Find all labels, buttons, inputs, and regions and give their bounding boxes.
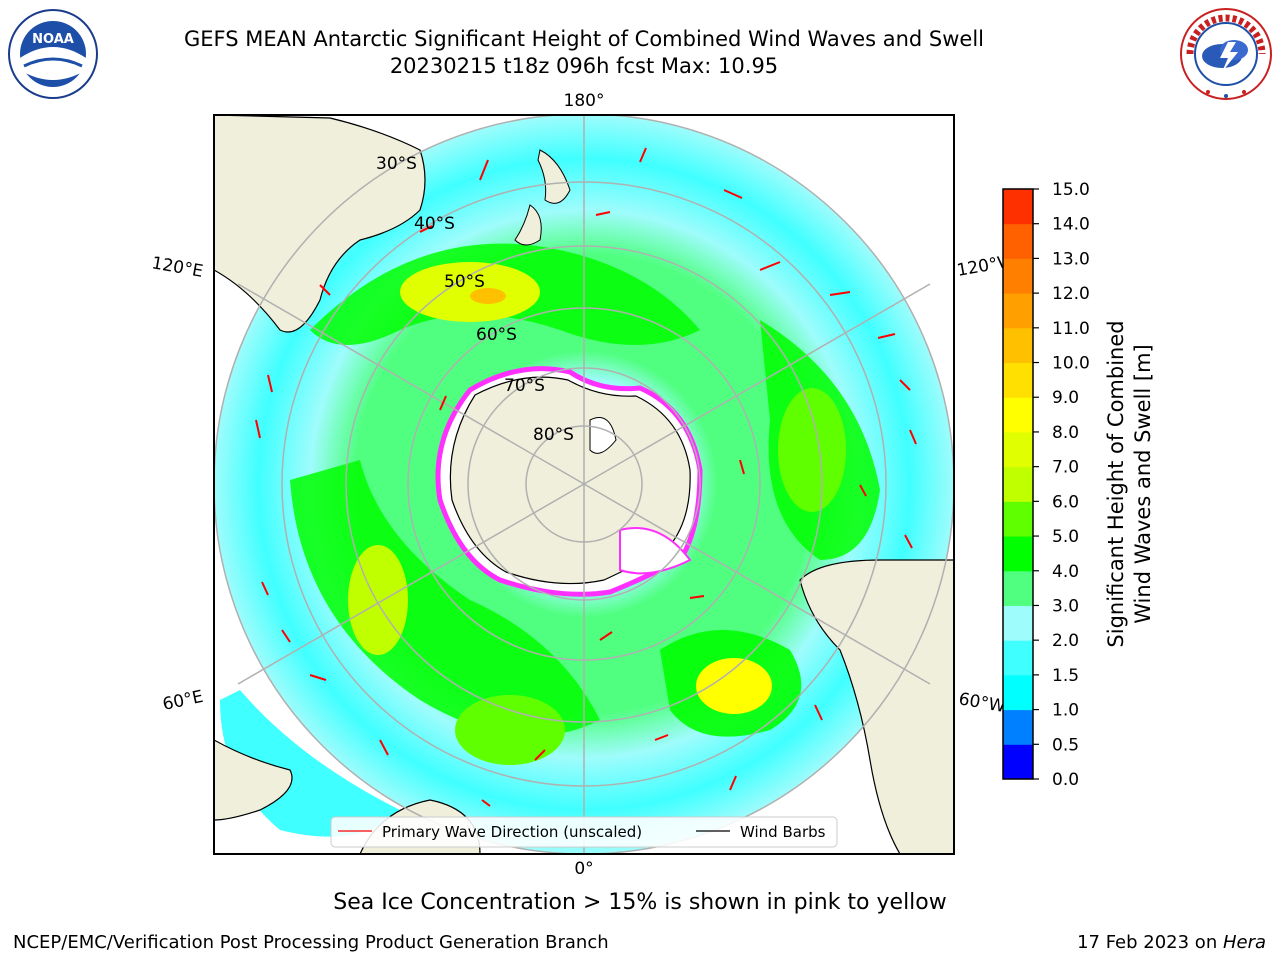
lon-label-60e: 60°E	[161, 687, 205, 715]
credit-host: Hera	[1222, 932, 1266, 953]
colorbar-segment	[1003, 362, 1033, 398]
colorbar-segment	[1003, 605, 1033, 641]
chart-subtitle: 20230215 t18z 096h fcst Max: 10.95	[389, 54, 779, 78]
colorbar-segment	[1003, 189, 1033, 225]
colorbar-tick-label: 6.0	[1052, 492, 1079, 512]
map-area	[214, 115, 954, 854]
nws-logo	[1180, 8, 1272, 100]
colorbar-tick-label: 14.0	[1052, 215, 1090, 235]
colorbar-tick-label: 8.0	[1052, 423, 1079, 443]
svg-text:Significant Height of Combined: Significant Height of Combined	[1104, 320, 1128, 647]
wave-arrows	[255, 147, 917, 807]
colorbar-segment	[1003, 466, 1033, 502]
lon-label-180: 180°	[564, 91, 605, 111]
colorbar-segment	[1003, 640, 1033, 676]
colorbar-segment	[1003, 501, 1033, 537]
colorbar-segment	[1003, 258, 1033, 294]
lat-label-30s: 30°S	[376, 154, 417, 174]
lon-label-60w: 60°W	[957, 689, 1007, 717]
graticule	[214, 115, 954, 854]
colorbar-frame	[1002, 188, 1034, 780]
colorbar-tick-label: 15.0	[1052, 180, 1090, 200]
lon-label-120e: 120°E	[150, 253, 204, 282]
map-frame	[213, 114, 955, 855]
colorbar-tick-label: 2.0	[1052, 631, 1079, 651]
colorbar-segment	[1003, 327, 1033, 364]
noaa-logo: NOAA	[8, 9, 98, 99]
colorbar-tick-label: 1.5	[1052, 666, 1079, 686]
colorbar-tick-label: 3.0	[1052, 596, 1079, 616]
credit-left: NCEP/EMC/Verification Post Processing Pr…	[13, 932, 609, 953]
wave-maximum-south-pacific	[400, 262, 540, 322]
lat-label-50s: 50°S	[444, 272, 485, 292]
legend-barb-label: Wind Barbs	[740, 823, 826, 841]
colorbar-tick-label: 5.0	[1052, 527, 1079, 547]
colorbar-tick-label: 12.0	[1052, 284, 1090, 304]
wave-swath-indian	[290, 460, 600, 736]
credit-right: 17 Feb 2023 on Hera	[1077, 932, 1266, 953]
footnote: Sea Ice Concentration > 15% is shown in …	[333, 890, 947, 915]
lat-label-80s: 80°S	[533, 425, 574, 445]
lon-label-0: 0°	[574, 859, 593, 879]
map-legend: Primary Wave Direction (unscaled) Wind B…	[330, 816, 838, 848]
colorbar-tick-label: 10.0	[1052, 354, 1090, 374]
africa	[214, 739, 293, 821]
colorbar-tick-label: 4.0	[1052, 562, 1079, 582]
svg-text:Wind Waves and Swell [m]: Wind Waves and Swell [m]	[1131, 344, 1155, 624]
colorbar: 0.0 0.5 1.0 1.5 2.0 3.0 4.0 5.0 6.0 7.0 8.0 9.0 10.0…	[1003, 180, 1090, 790]
south-america	[799, 559, 954, 854]
colorbar-tick-label: 11.0	[1052, 319, 1090, 339]
colorbar-segment	[1003, 744, 1033, 780]
colorbar-segment	[1003, 293, 1033, 329]
colorbar-tick-label: 0.0	[1052, 770, 1079, 790]
noaa-logo-text: NOAA	[32, 32, 74, 47]
colorbar-segment	[1003, 223, 1033, 259]
legend-wave-label: Primary Wave Direction (unscaled)	[382, 823, 642, 841]
colorbar-segment	[1003, 674, 1033, 711]
colorbar-tick-label: 0.5	[1052, 735, 1079, 755]
lat-label-70s: 70°S	[504, 376, 545, 396]
colorbar-segment	[1003, 431, 1033, 468]
australia	[214, 115, 426, 333]
chart-title: GEFS MEAN Antarctic Significant Height o…	[183, 27, 985, 51]
credit-date: 17 Feb 2023 on	[1077, 932, 1223, 953]
colorbar-segment	[1003, 570, 1033, 606]
colorbar-tick-label: 13.0	[1052, 249, 1090, 269]
lat-label-40s: 40°S	[414, 214, 455, 234]
colorbar-segment	[1003, 536, 1033, 572]
colorbar-tick-label: 7.0	[1052, 458, 1079, 478]
colorbar-tick-label: 1.0	[1052, 701, 1079, 721]
colorbar-segment	[1003, 397, 1033, 433]
lat-label-60s: 60°S	[476, 325, 517, 345]
colorbar-label: Significant Height of Combined Wind Wave…	[1104, 320, 1155, 647]
colorbar-segment	[1003, 709, 1033, 745]
colorbar-tick-label: 9.0	[1052, 388, 1079, 408]
